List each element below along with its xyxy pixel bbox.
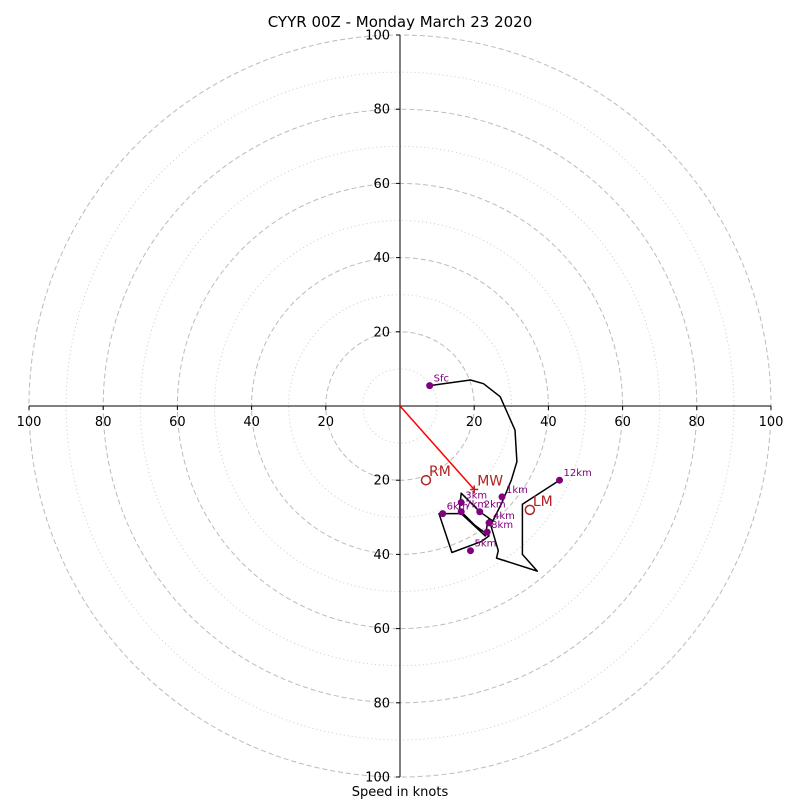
storm-motion-markers: RM LM MW — [420, 464, 553, 516]
x-tick-label: 80 — [95, 415, 112, 430]
height-marker-point — [483, 528, 491, 536]
y-tick-label: 20 — [373, 325, 390, 340]
x-tick-label: 100 — [17, 415, 42, 430]
height-marker-point — [476, 508, 484, 516]
y-tick-label: 40 — [373, 251, 390, 266]
x-tick-label: 20 — [318, 415, 335, 430]
y-tick-label: 100 — [365, 29, 390, 44]
x-tick-label: 40 — [540, 415, 557, 430]
y-tick-label: 20 — [373, 474, 390, 489]
axis-ticks: 100 100 80 80 60 60 40 40 20 20 20 20 40 40 60 60 80 80 10… — [17, 29, 784, 786]
height-marker-point — [457, 498, 465, 506]
x-tick-label: 100 — [759, 415, 784, 430]
x-tick-label: 60 — [169, 415, 186, 430]
height-marker-point — [457, 508, 465, 516]
y-tick-label: 60 — [373, 177, 390, 192]
height-marker-label: 7km — [465, 500, 487, 511]
chart-title: CYYR 00Z - Monday March 23 2020 — [268, 13, 533, 31]
y-tick-label: 80 — [373, 696, 390, 711]
height-marker-label: 4km — [493, 511, 515, 522]
hodograph-trace — [429, 379, 560, 572]
storm-motion-marker — [524, 504, 536, 516]
height-marker-point — [466, 547, 474, 555]
height-marker-label: Sfc — [434, 374, 449, 385]
y-tick-label: 60 — [373, 622, 390, 637]
height-marker-label: 8km — [491, 520, 513, 531]
height-marker-point — [498, 493, 506, 501]
shear-vector — [399, 405, 475, 490]
bulk-shear-line — [399, 405, 475, 490]
storm-motion-label: MW — [477, 473, 503, 489]
x-tick-label: 40 — [243, 415, 260, 430]
height-marker-point — [426, 382, 434, 390]
hodograph-line — [429, 379, 560, 572]
x-tick-label: 80 — [689, 415, 706, 430]
y-tick-label: 100 — [365, 771, 390, 786]
height-marker-label: 1km — [506, 485, 528, 496]
height-marker-label: 12km — [564, 468, 592, 479]
height-marker-label: 6km — [447, 502, 469, 513]
storm-motion-label: LM — [533, 494, 553, 510]
x-tick-label: 60 — [614, 415, 631, 430]
y-tick-label: 80 — [373, 103, 390, 118]
height-marker-point — [556, 476, 564, 484]
storm-motion-marker — [420, 474, 432, 486]
height-marker-label: 3km — [465, 490, 487, 501]
x-axis-label: Speed in knots — [352, 785, 449, 800]
height-marker-point — [485, 519, 493, 527]
y-tick-label: 40 — [373, 548, 390, 563]
storm-motion-label: RM — [429, 464, 451, 480]
x-tick-label: 20 — [466, 415, 483, 430]
height-marker-label: 2km — [484, 500, 506, 511]
height-marker-label: 5km — [474, 539, 496, 550]
height-marker-point — [439, 510, 447, 518]
